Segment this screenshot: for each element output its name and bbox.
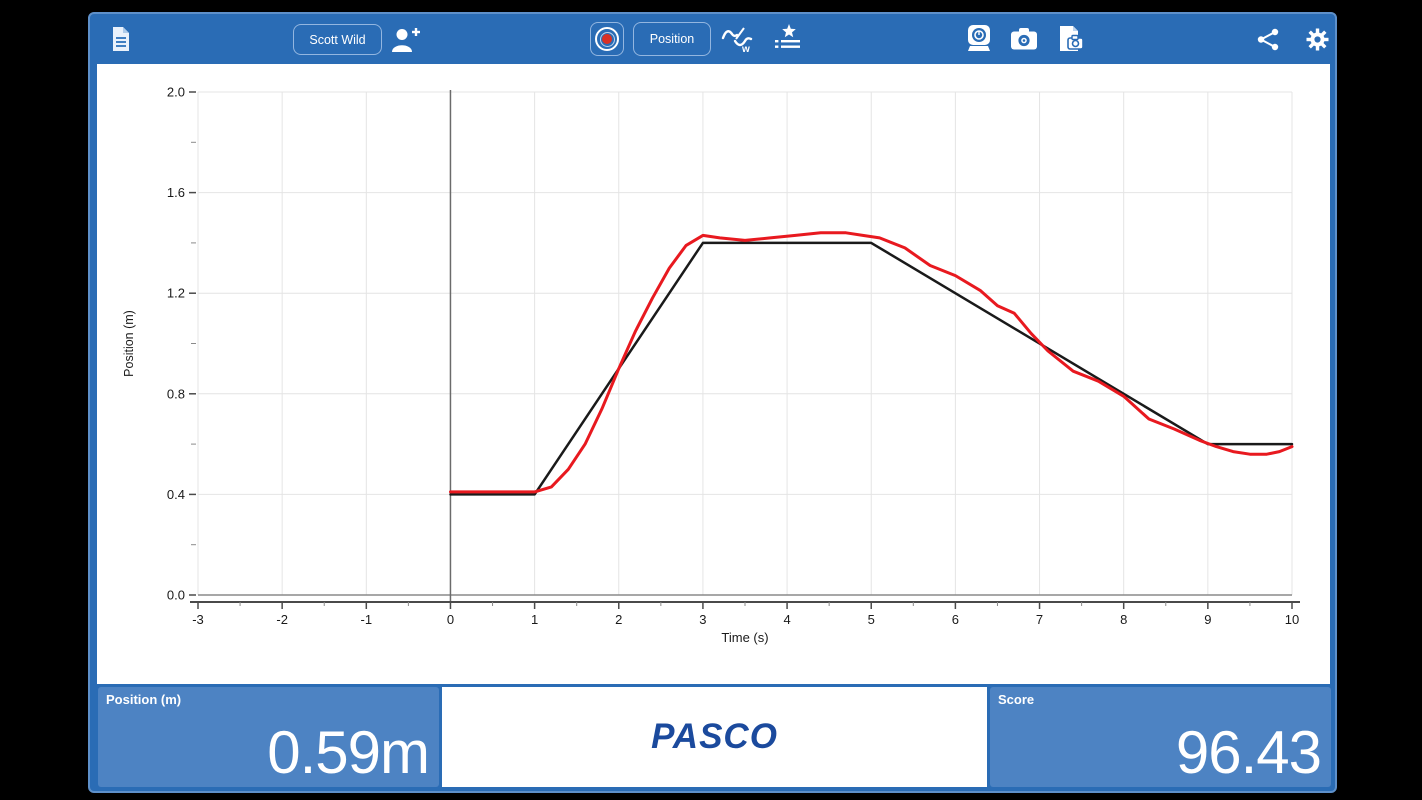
record-button[interactable] <box>590 22 624 56</box>
svg-text:0.8: 0.8 <box>167 386 185 401</box>
snapshot-document-icon[interactable] <box>1058 25 1085 53</box>
svg-text:7: 7 <box>1036 612 1043 627</box>
position-meter-value: 0.59m <box>267 719 430 786</box>
settings-gear-icon[interactable] <box>1305 27 1330 52</box>
svg-text:8: 8 <box>1120 612 1127 627</box>
footer: Position (m) 0.59m PASCO Score 96.43 <box>90 684 1335 791</box>
score-list-icon[interactable] <box>773 24 801 53</box>
match-waveform-icon[interactable]: w <box>721 25 753 53</box>
svg-text:6: 6 <box>952 612 959 627</box>
toolbar: Scott Wild Position w <box>90 14 1335 64</box>
svg-text:10: 10 <box>1285 612 1299 627</box>
svg-text:5: 5 <box>868 612 875 627</box>
camera-icon[interactable] <box>1011 28 1037 50</box>
svg-text:0.0: 0.0 <box>167 588 185 603</box>
position-meter: Position (m) 0.59m <box>98 687 439 787</box>
user-button[interactable]: Scott Wild <box>293 24 382 55</box>
logo-panel: PASCO <box>442 687 987 787</box>
svg-text:0: 0 <box>447 612 454 627</box>
svg-text:Time (s): Time (s) <box>721 630 768 645</box>
position-meter-label: Position (m) <box>106 692 182 707</box>
svg-text:-2: -2 <box>276 612 288 627</box>
svg-text:1.2: 1.2 <box>167 286 185 301</box>
svg-text:-1: -1 <box>361 612 373 627</box>
position-time-chart[interactable]: -3 -2 -1 0 1 2 3 4 5 6 7 8 9 10 0.0 0.4 0.8 1.2 1.6 2.0 Time… <box>97 64 1330 684</box>
score-meter-label: Score <box>998 692 1035 707</box>
chart-panel: -3 -2 -1 0 1 2 3 4 5 6 7 8 9 10 0.0 0.4 0.8 1.2 1.6 2.0 Time… <box>97 64 1330 684</box>
score-meter-value: 96.43 <box>1175 719 1322 786</box>
svg-text:Position (m): Position (m) <box>122 310 136 377</box>
score-meter: Score 96.43 <box>990 687 1331 787</box>
add-person-icon[interactable] <box>391 26 421 53</box>
svg-text:-3: -3 <box>192 612 204 627</box>
svg-text:2: 2 <box>615 612 622 627</box>
svg-text:3: 3 <box>699 612 706 627</box>
svg-text:4: 4 <box>783 612 790 627</box>
document-icon[interactable] <box>110 26 132 52</box>
svg-text:1.6: 1.6 <box>167 185 185 200</box>
share-icon[interactable] <box>1256 28 1280 51</box>
pasco-logo: PASCO <box>651 717 778 756</box>
app-window: Scott Wild Position w <box>88 12 1337 793</box>
sensor-icon[interactable] <box>964 25 994 53</box>
svg-text:w: w <box>741 44 750 53</box>
record-icon <box>595 27 619 51</box>
svg-text:1: 1 <box>531 612 538 627</box>
svg-text:2.0: 2.0 <box>167 85 185 100</box>
position-mode-button[interactable]: Position <box>633 22 711 56</box>
svg-text:9: 9 <box>1204 612 1211 627</box>
svg-text:0.4: 0.4 <box>167 487 185 502</box>
